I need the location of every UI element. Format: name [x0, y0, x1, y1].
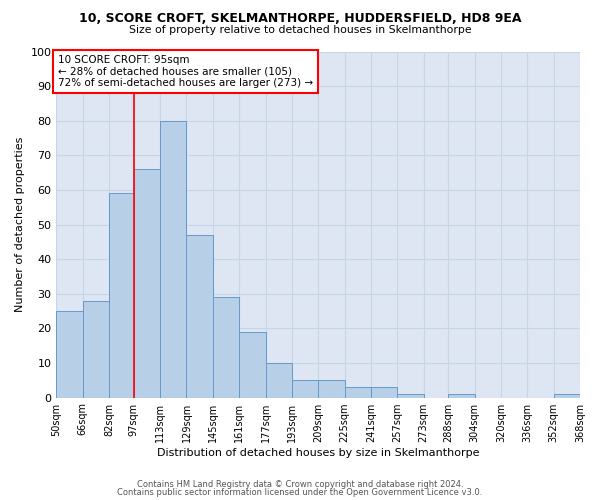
Bar	[554, 394, 580, 398]
Text: Contains HM Land Registry data © Crown copyright and database right 2024.: Contains HM Land Registry data © Crown c…	[137, 480, 463, 489]
Bar	[239, 332, 266, 398]
Bar	[109, 194, 134, 398]
Text: Size of property relative to detached houses in Skelmanthorpe: Size of property relative to detached ho…	[128, 25, 472, 35]
Bar	[83, 300, 109, 398]
Bar	[397, 394, 424, 398]
Bar	[580, 394, 600, 398]
Bar	[318, 380, 344, 398]
Bar	[371, 387, 397, 398]
X-axis label: Distribution of detached houses by size in Skelmanthorpe: Distribution of detached houses by size …	[157, 448, 479, 458]
Text: Contains public sector information licensed under the Open Government Licence v3: Contains public sector information licen…	[118, 488, 482, 497]
Text: 10, SCORE CROFT, SKELMANTHORPE, HUDDERSFIELD, HD8 9EA: 10, SCORE CROFT, SKELMANTHORPE, HUDDERSF…	[79, 12, 521, 26]
Bar	[448, 394, 475, 398]
Bar	[56, 311, 83, 398]
Text: 10 SCORE CROFT: 95sqm
← 28% of detached houses are smaller (105)
72% of semi-det: 10 SCORE CROFT: 95sqm ← 28% of detached …	[58, 55, 313, 88]
Bar	[266, 363, 292, 398]
Bar	[344, 387, 371, 398]
Y-axis label: Number of detached properties: Number of detached properties	[15, 137, 25, 312]
Bar	[160, 120, 187, 398]
Bar	[292, 380, 318, 398]
Bar	[134, 169, 160, 398]
Bar	[213, 297, 239, 398]
Bar	[187, 235, 213, 398]
